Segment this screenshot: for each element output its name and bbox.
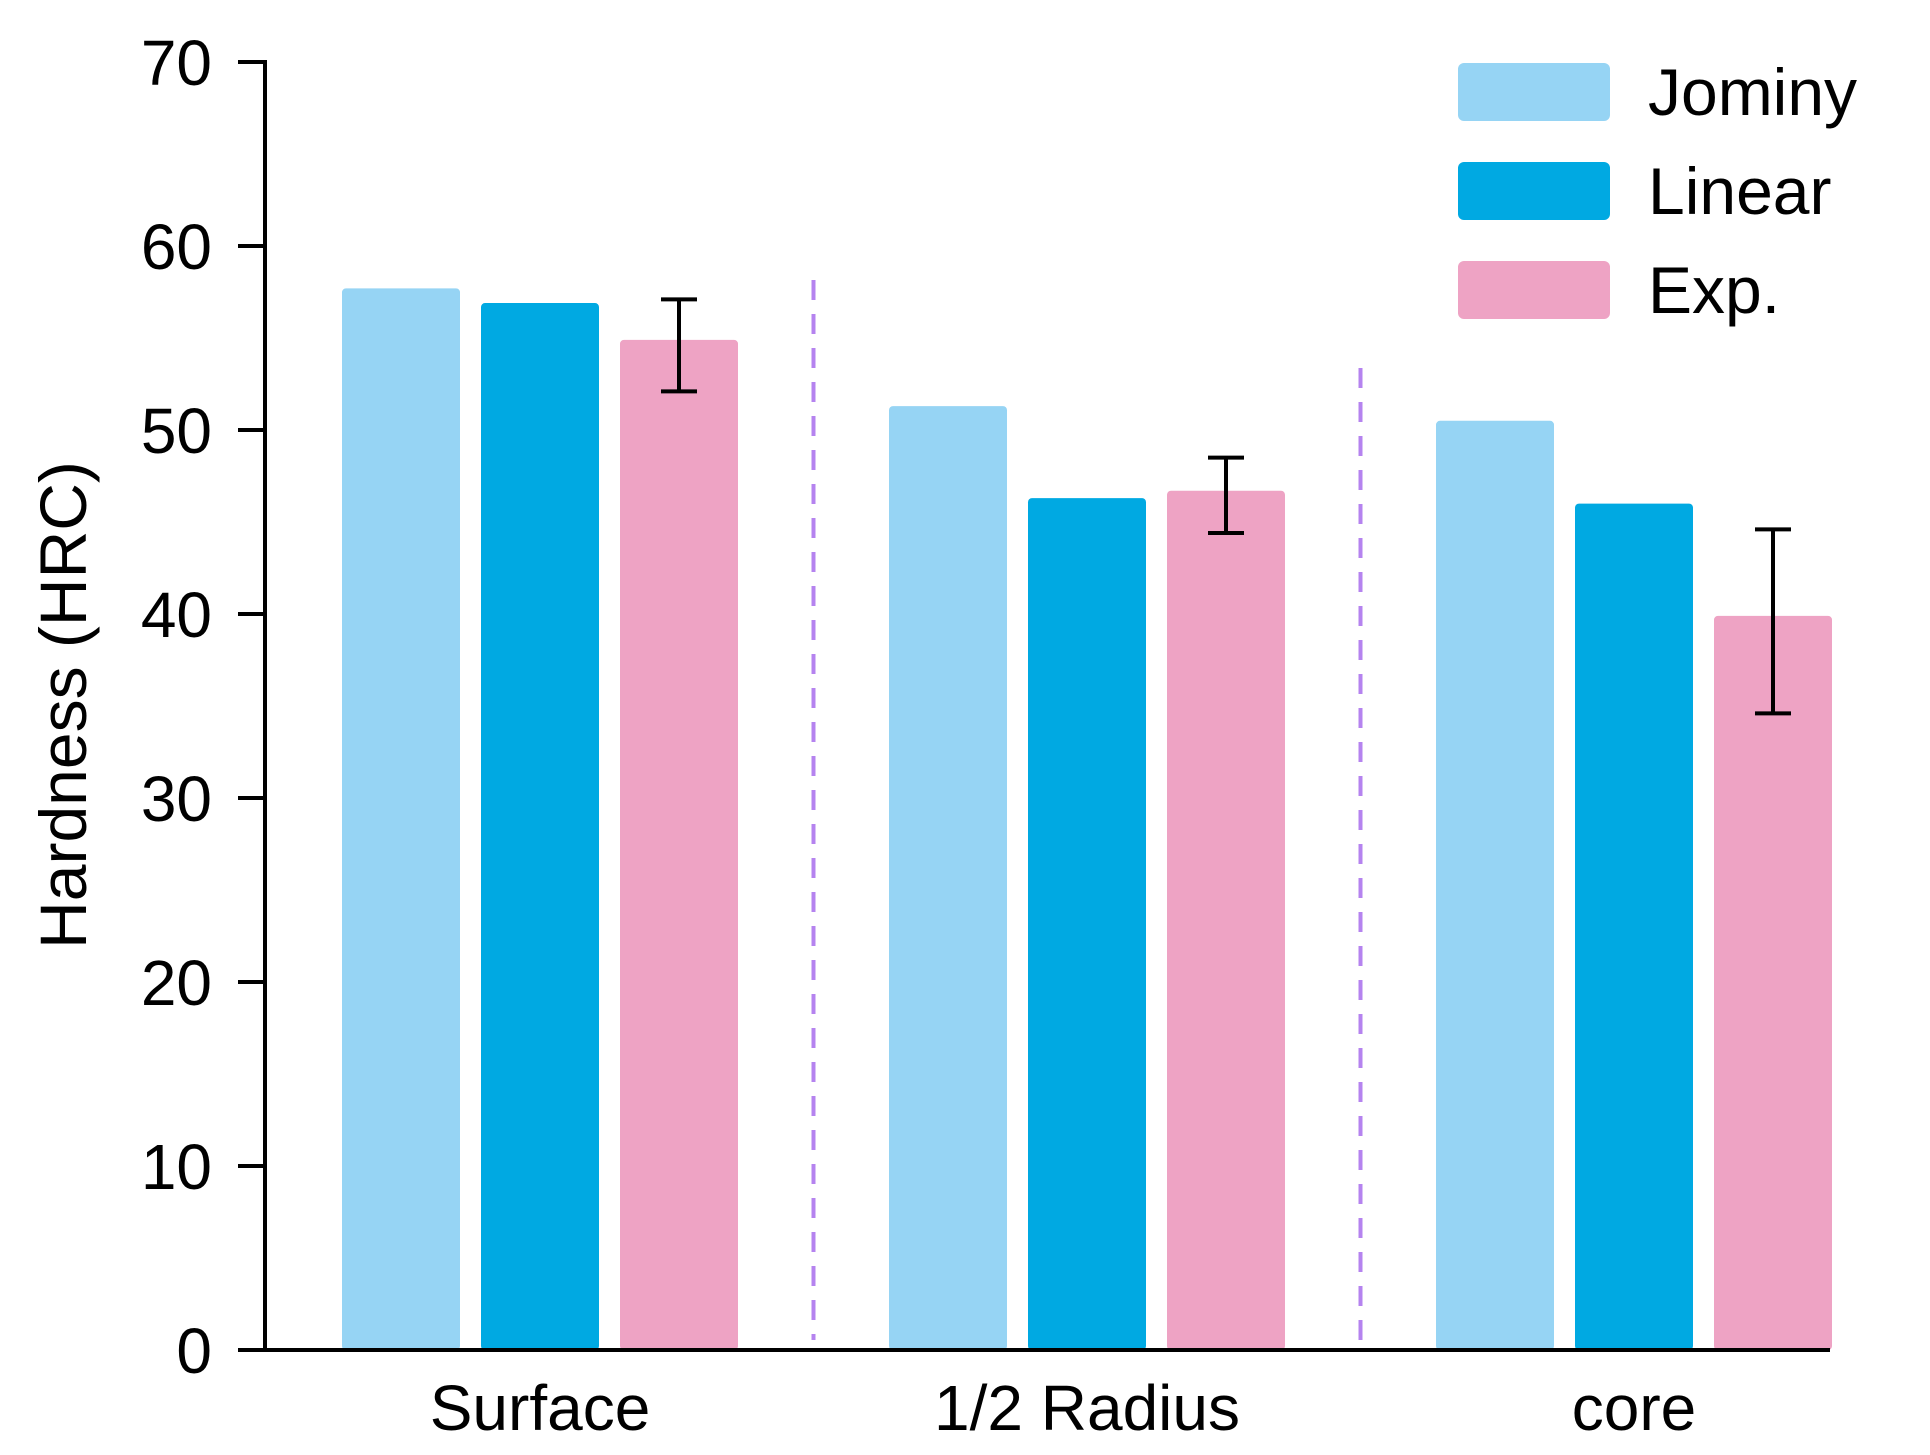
error-bar-1-2-radius bbox=[1208, 455, 1244, 536]
legend: Jominy Linear Exp. bbox=[1458, 55, 1857, 327]
error-bar-core bbox=[1755, 527, 1791, 716]
y-axis-label: Hardness (HRC) bbox=[26, 461, 100, 949]
bar-exp-1-2-radius bbox=[1167, 490, 1285, 1351]
y-tick-label-40: 40 bbox=[141, 579, 212, 651]
bar-jominy-1-2-radius bbox=[889, 406, 1007, 1351]
legend-swatch-exp bbox=[1458, 261, 1610, 319]
category-labels: Surface 1/2 Radius core bbox=[430, 1372, 1697, 1444]
legend-label-jominy: Jominy bbox=[1648, 55, 1857, 129]
legend-label-exp: Exp. bbox=[1648, 253, 1780, 327]
y-tick-label-30: 30 bbox=[141, 763, 212, 835]
y-tick-label-70: 70 bbox=[141, 27, 212, 99]
bars bbox=[342, 288, 1832, 1351]
bar-linear-core bbox=[1575, 503, 1693, 1351]
y-tick-label-10: 10 bbox=[141, 1131, 212, 1203]
bar-linear-surface bbox=[481, 303, 599, 1350]
y-tick-label-50: 50 bbox=[141, 395, 212, 467]
error-bar-surface bbox=[661, 297, 697, 394]
bar-jominy-surface bbox=[342, 288, 460, 1350]
bar-exp-surface bbox=[620, 339, 738, 1351]
legend-label-linear: Linear bbox=[1648, 154, 1831, 228]
category-label-core: core bbox=[1572, 1372, 1697, 1444]
legend-swatch-linear bbox=[1458, 162, 1610, 220]
y-tick-label-60: 60 bbox=[141, 211, 212, 283]
y-tick-label-0: 0 bbox=[176, 1315, 212, 1387]
error-bars bbox=[661, 297, 1791, 716]
legend-swatch-jominy bbox=[1458, 63, 1610, 121]
bar-linear-1-2-radius bbox=[1028, 498, 1146, 1351]
axes bbox=[263, 60, 1830, 1352]
bar-exp-core bbox=[1714, 615, 1832, 1350]
category-label-1-2-radius: 1/2 Radius bbox=[934, 1372, 1240, 1444]
group-separators bbox=[811, 280, 1363, 1340]
y-ticks: 0 10 20 30 40 50 60 70 bbox=[141, 27, 265, 1387]
category-label-surface: Surface bbox=[430, 1372, 651, 1444]
bar-jominy-core bbox=[1436, 420, 1554, 1350]
y-tick-label-20: 20 bbox=[141, 947, 212, 1019]
